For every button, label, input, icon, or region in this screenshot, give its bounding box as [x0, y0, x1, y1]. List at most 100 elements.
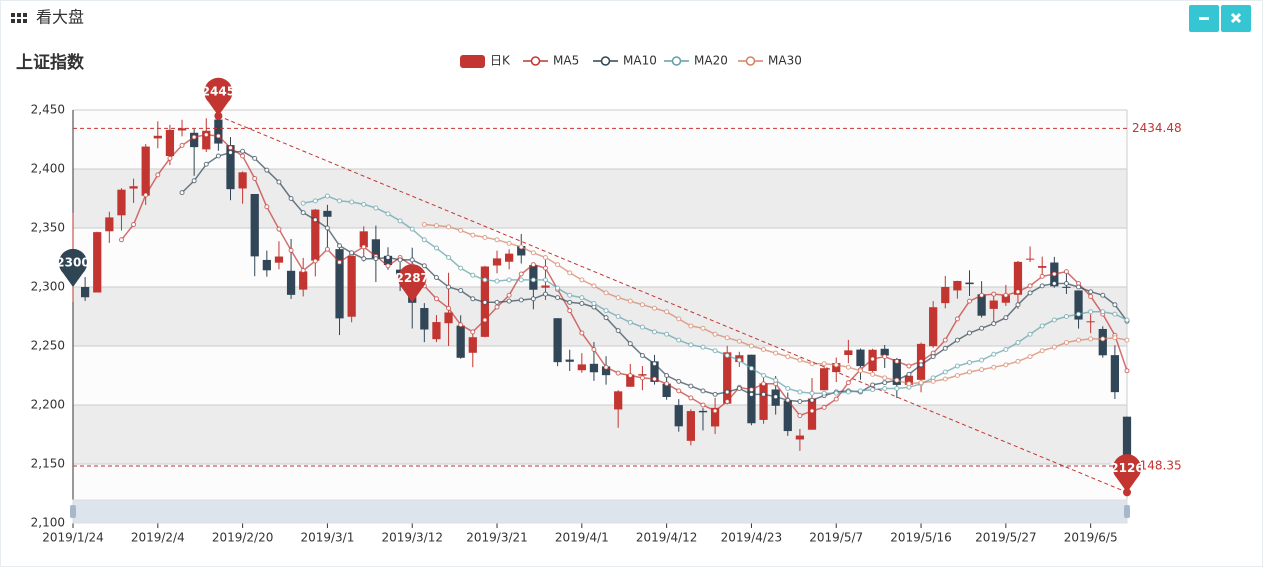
- legend-swatch: [600, 56, 611, 66]
- ma-point: [870, 382, 876, 388]
- candle-body: [601, 366, 611, 376]
- ma-point: [700, 325, 706, 331]
- ma-point: [991, 321, 997, 327]
- ma-point: [639, 302, 645, 308]
- split-area: [73, 110, 1127, 169]
- ma-point: [337, 243, 343, 249]
- x-tick-label: 2019/4/1: [555, 531, 609, 545]
- ma-point: [882, 375, 888, 381]
- minimize-button[interactable]: [1189, 5, 1219, 32]
- ma-point: [179, 142, 185, 148]
- candle-body: [117, 189, 126, 216]
- ma-point: [421, 221, 427, 227]
- legend-label: MA20: [694, 54, 728, 68]
- ma-point: [494, 278, 500, 284]
- ma-point: [579, 330, 585, 336]
- ma-point: [712, 331, 718, 337]
- ma-point: [324, 225, 330, 231]
- ma-point: [967, 298, 973, 304]
- candle-body: [650, 361, 659, 382]
- ma-point: [809, 390, 815, 396]
- ma-point: [131, 221, 137, 227]
- ma-point: [979, 325, 985, 331]
- ma-point: [1015, 302, 1021, 308]
- ma-point: [857, 368, 863, 374]
- ma-point: [542, 277, 548, 283]
- candle-body: [783, 400, 792, 432]
- mark-pin: [1112, 454, 1142, 493]
- ma-point: [627, 319, 633, 325]
- ma-point: [954, 337, 960, 343]
- ma-point: [252, 155, 258, 161]
- candle-body: [492, 258, 502, 266]
- ma-point: [664, 381, 670, 387]
- ma-point: [688, 342, 694, 348]
- ma-point: [1027, 283, 1033, 289]
- y-tick-label: 2,350: [31, 221, 65, 235]
- ma-point: [688, 395, 694, 401]
- candle-body: [723, 352, 732, 404]
- legend-swatch: [745, 56, 756, 66]
- candle-body: [1122, 416, 1132, 466]
- split-area: [73, 287, 1127, 346]
- ma-point: [337, 198, 343, 204]
- ma-point: [700, 388, 706, 394]
- ma-point: [664, 373, 670, 378]
- y-tick-label: 2,100: [31, 516, 65, 530]
- close-button[interactable]: [1221, 5, 1251, 32]
- candle-body: [1001, 295, 1010, 303]
- mark-pin: [204, 77, 233, 116]
- candle-body: [686, 411, 695, 441]
- ma-point: [555, 295, 561, 301]
- ma-point: [458, 288, 464, 294]
- ma-point: [821, 404, 827, 410]
- y-tick-label: 2,200: [31, 398, 65, 412]
- mark-pin: [58, 248, 88, 287]
- candle-body: [262, 259, 271, 271]
- ma-point: [518, 271, 524, 277]
- candle-body: [565, 359, 574, 362]
- ma-point: [773, 377, 779, 383]
- plot-area: 2,100 2,150 2,200 2,250 2,300 2,350 2,400 2,450…: [31, 54, 1182, 545]
- ma-point: [300, 210, 306, 216]
- ma-point: [845, 380, 851, 386]
- ma-point: [615, 328, 621, 334]
- candle-body: [456, 325, 465, 358]
- candle-body: [929, 307, 938, 347]
- split-area: [73, 228, 1127, 287]
- candle-body: [1038, 266, 1047, 268]
- ma-point: [470, 296, 476, 302]
- candle-body: [1025, 258, 1035, 260]
- candle-body: [80, 287, 90, 298]
- ma-point: [1063, 314, 1069, 319]
- ma-point: [361, 256, 367, 262]
- ma-point: [833, 396, 839, 402]
- ma-point: [797, 413, 803, 419]
- ma-point: [470, 329, 476, 335]
- ma-point: [736, 385, 742, 391]
- ma-point: [203, 161, 209, 167]
- candle-body: [626, 374, 635, 387]
- ma-point: [1003, 292, 1009, 298]
- ma-point: [252, 175, 258, 181]
- candle-body: [274, 256, 284, 263]
- ma-point: [870, 356, 876, 362]
- ma-point: [542, 255, 548, 260]
- ma-point: [1003, 362, 1009, 368]
- ma-point: [1088, 289, 1094, 295]
- ma-point: [567, 270, 573, 276]
- ma-point: [1076, 311, 1082, 317]
- ma-point: [857, 388, 863, 394]
- ma-point: [579, 301, 585, 307]
- x-tick-label: 2019/2/20: [212, 531, 274, 545]
- ma-point: [240, 153, 246, 159]
- ma-point: [118, 237, 124, 243]
- ma-point: [1100, 336, 1106, 342]
- ma-point: [385, 255, 391, 260]
- ma-point: [397, 218, 403, 224]
- ma-point: [1015, 339, 1021, 345]
- candle-body: [989, 300, 998, 309]
- x-tick-label: 2019/6/5: [1064, 531, 1118, 545]
- ma-point: [458, 227, 464, 233]
- ma-point: [191, 134, 197, 140]
